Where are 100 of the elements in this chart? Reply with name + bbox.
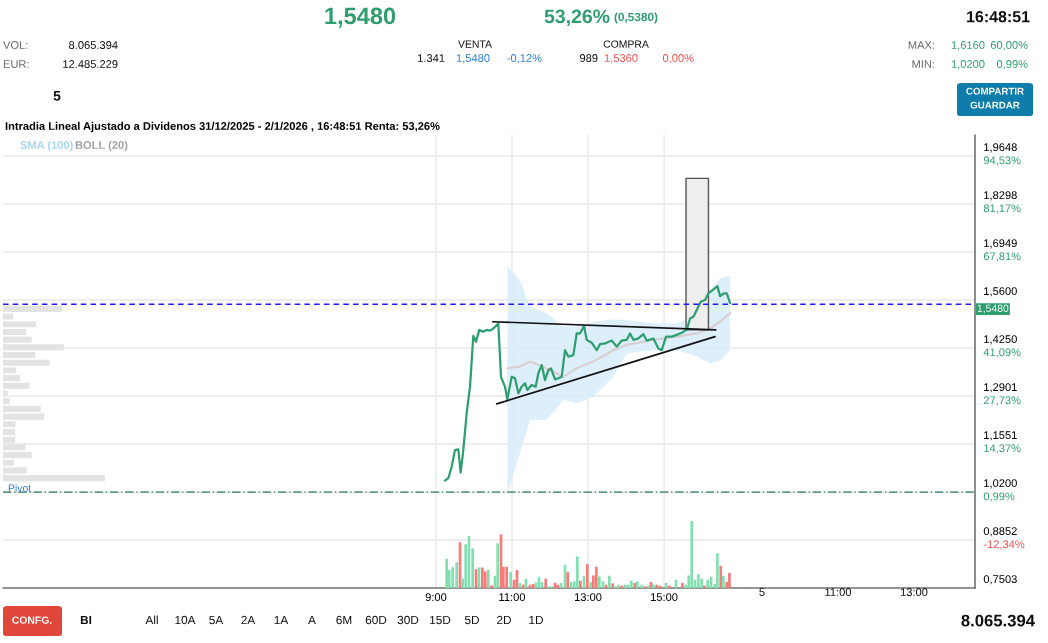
y-tick-label: 1,4250 <box>984 335 1017 345</box>
bar <box>716 553 719 588</box>
bar <box>728 573 731 588</box>
bar <box>722 575 725 588</box>
text: 10A <box>175 615 196 625</box>
y2-tick-label: 27,73% <box>983 396 1021 406</box>
bar <box>455 562 458 588</box>
text: COMPARTIR <box>966 87 1024 95</box>
text: 1,5480 <box>456 54 490 64</box>
bar <box>496 543 499 588</box>
bar <box>579 580 582 588</box>
text: 0,99% <box>996 60 1028 70</box>
bar <box>586 564 589 588</box>
text: 11:00 <box>825 588 852 596</box>
bar <box>617 584 620 588</box>
text: 2A <box>241 615 256 625</box>
y-tick-label: 1,1551 <box>984 431 1017 441</box>
bar <box>690 521 694 588</box>
chart-title: Intradia Lineal Ajustado a Dividenos 31/12/2025 - 2/1/2026 , 16:48:51 Renta: 53,26% <box>5 121 440 133</box>
bar <box>576 556 579 588</box>
bar <box>566 572 570 588</box>
bar <box>681 583 684 588</box>
bar <box>608 575 611 588</box>
text: 1D <box>529 615 543 625</box>
text: 60D <box>365 615 387 625</box>
bar <box>700 578 704 588</box>
annotation: SMA (100) <box>20 140 73 152</box>
text: 12.485.229 <box>63 60 118 68</box>
x-tick-label: 9:00 <box>425 593 447 602</box>
text: 1,5480 <box>325 7 396 28</box>
text: 1,6160 <box>951 41 985 51</box>
ref-line-label: 1,5480 <box>977 304 1009 314</box>
text: BI <box>80 615 92 625</box>
bar <box>589 582 593 588</box>
bar <box>3 451 32 459</box>
bar <box>483 571 487 588</box>
annotation: Pivot <box>8 484 32 492</box>
y2-tick-label: -12,34% <box>983 540 1025 550</box>
bar <box>3 405 41 412</box>
bar <box>3 428 16 436</box>
text: 1A <box>274 615 289 625</box>
text: 6M <box>336 615 352 625</box>
x-tick-label: 15:00 <box>651 593 678 602</box>
text: All <box>145 615 158 625</box>
text: 16:48:51 <box>967 10 1030 23</box>
annotation: BOLL (20) <box>75 140 128 152</box>
text: 5 <box>759 588 765 596</box>
text: 989 <box>579 54 598 62</box>
bar <box>703 585 706 588</box>
text: MAX: <box>908 41 934 49</box>
bar <box>3 351 36 359</box>
bar <box>522 584 525 588</box>
bar <box>719 565 723 588</box>
y2-tick-label: 14,37% <box>984 444 1021 454</box>
y-tick-label: 1,5600 <box>984 287 1017 297</box>
text: CONFG. <box>12 616 52 624</box>
text: (0,5380) <box>614 12 658 24</box>
bar <box>490 585 493 588</box>
text: 5D <box>464 615 479 625</box>
text: COMPRA <box>603 40 649 48</box>
y-tick-label: 1,2901 <box>984 383 1017 393</box>
text: 5A <box>209 615 224 625</box>
y2-tick-label: 67,81% <box>983 252 1021 262</box>
text: 30D <box>397 615 419 625</box>
text: 8.065.394 <box>961 614 1035 627</box>
text: VENTA <box>458 40 492 48</box>
x-tick-label: 11:00 <box>499 593 526 602</box>
text: 0,00% <box>662 54 694 64</box>
y-tick-label: 0,7503 <box>983 575 1017 585</box>
text: 1,5360 <box>604 54 638 64</box>
y-tick-label: 1,6949 <box>984 239 1017 249</box>
text: 15D <box>430 615 451 625</box>
text: 1.341 <box>418 54 445 62</box>
y2-tick-label: 41,09% <box>983 348 1021 358</box>
bar <box>697 574 700 588</box>
bar <box>595 566 598 588</box>
text: 5 <box>53 91 61 101</box>
text: 1,0200 <box>951 60 985 70</box>
text: VOL: <box>3 41 28 49</box>
y-tick-label: 1,9648 <box>984 143 1017 153</box>
y-tick-label: 1,8298 <box>984 191 1017 201</box>
x-tick-label: 13:00 <box>574 593 602 602</box>
bar <box>509 572 512 588</box>
y-tick-label: 0,8852 <box>983 527 1017 537</box>
text: 60,00% <box>990 41 1028 51</box>
bar <box>544 578 548 588</box>
text: MIN: <box>912 60 934 68</box>
text: GUARDAR <box>970 101 1020 109</box>
bar <box>505 566 509 588</box>
text: A <box>308 615 316 625</box>
bar <box>668 585 671 588</box>
bar <box>3 328 26 336</box>
y2-tick-label: 94,53% <box>983 156 1021 166</box>
y2-tick-label: 0,99% <box>983 492 1015 502</box>
bar <box>445 558 448 588</box>
text: EUR: <box>3 60 29 68</box>
text: 2D <box>497 615 511 625</box>
text: 53,26% <box>544 9 610 27</box>
text: 13:00 <box>900 588 928 596</box>
text: 8.065.394 <box>69 41 118 49</box>
